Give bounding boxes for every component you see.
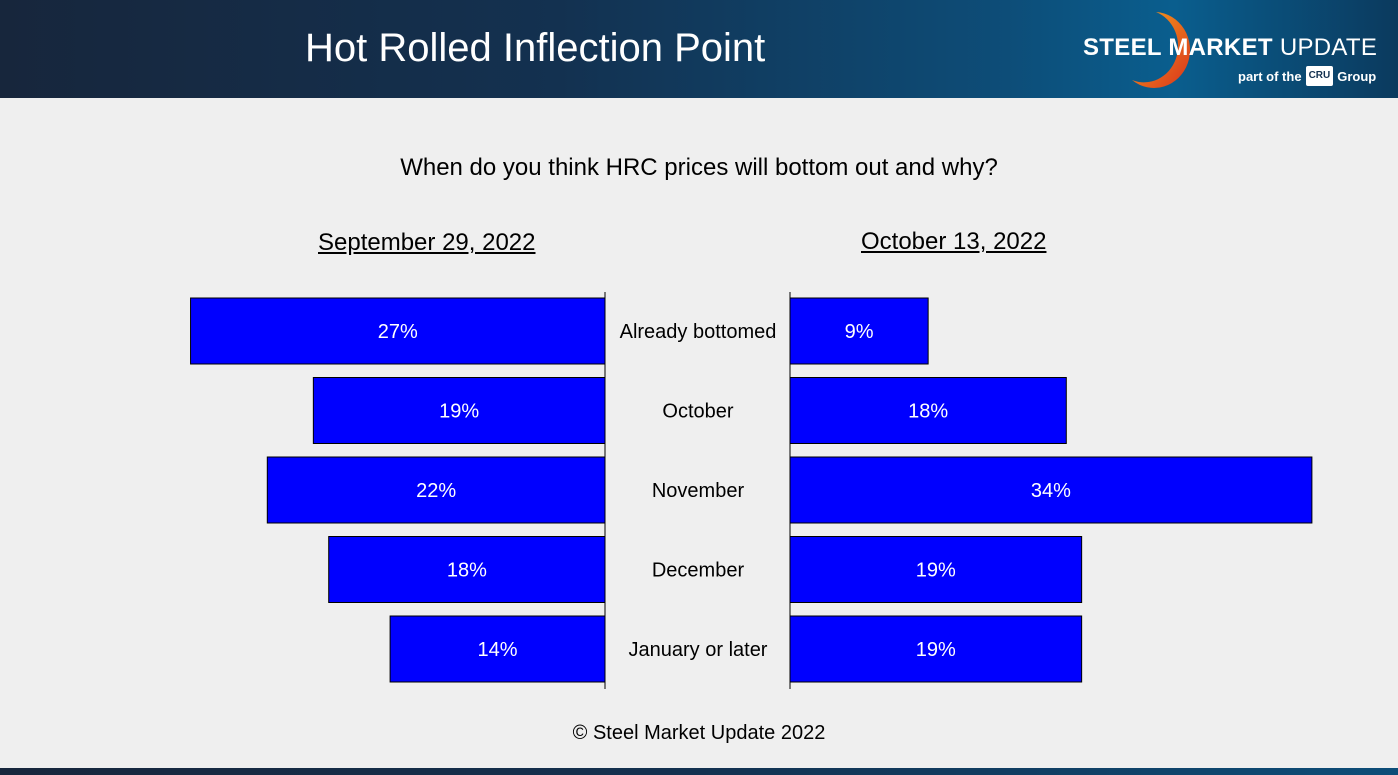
logo-ring-icon bbox=[1132, 12, 1191, 88]
logo-wordmark: STEEL MARKET UPDATE bbox=[1083, 34, 1377, 62]
left-bar-label: 18% bbox=[447, 560, 487, 582]
page-title: Hot Rolled Inflection Point bbox=[305, 26, 766, 70]
left-bar-label: 27% bbox=[378, 321, 418, 343]
copyright: © Steel Market Update 2022 bbox=[572, 722, 826, 744]
left-bar bbox=[312, 377, 606, 444]
right-bar-label: 19% bbox=[916, 560, 956, 582]
right-bar bbox=[789, 377, 1067, 444]
right-bar bbox=[789, 297, 929, 365]
right-bar bbox=[789, 536, 1083, 603]
right-bar bbox=[789, 615, 1083, 683]
left-bar bbox=[328, 536, 606, 603]
right-panel-title: October 13, 2022 bbox=[861, 228, 1047, 255]
logo-subline: part of the CRU Group bbox=[1238, 66, 1376, 86]
right-bar bbox=[789, 456, 1313, 524]
left-bar-label: 19% bbox=[439, 401, 479, 423]
header-banner: Hot Rolled Inflection Point STEEL MARKET… bbox=[0, 0, 1398, 98]
footer-bar bbox=[0, 768, 1398, 775]
category-label: December bbox=[652, 560, 745, 582]
left-bar bbox=[190, 297, 606, 365]
right-bar-label: 34% bbox=[1031, 480, 1071, 502]
left-bar-label: 14% bbox=[478, 639, 518, 661]
cru-badge: CRU bbox=[1305, 66, 1334, 86]
right-bar-label: 9% bbox=[845, 321, 874, 343]
left-bar-label: 22% bbox=[416, 480, 456, 502]
chart-title: When do you think HRC prices will bottom… bbox=[400, 154, 998, 181]
category-label: January or later bbox=[629, 639, 768, 661]
category-label: November bbox=[652, 480, 745, 502]
logo-sub-prefix: part of the bbox=[1238, 68, 1302, 84]
logo-light: UPDATE bbox=[1279, 34, 1378, 61]
logo-bold: STEEL MARKET bbox=[1083, 34, 1273, 61]
right-bar-label: 19% bbox=[916, 639, 956, 661]
category-label: Already bottomed bbox=[620, 321, 777, 343]
category-label: October bbox=[662, 401, 733, 423]
right-bar-label: 18% bbox=[908, 401, 948, 423]
logo-sub-suffix: Group bbox=[1337, 68, 1377, 84]
left-panel-title: September 29, 2022 bbox=[318, 229, 536, 256]
left-bar bbox=[389, 615, 606, 683]
left-bar bbox=[266, 456, 606, 524]
